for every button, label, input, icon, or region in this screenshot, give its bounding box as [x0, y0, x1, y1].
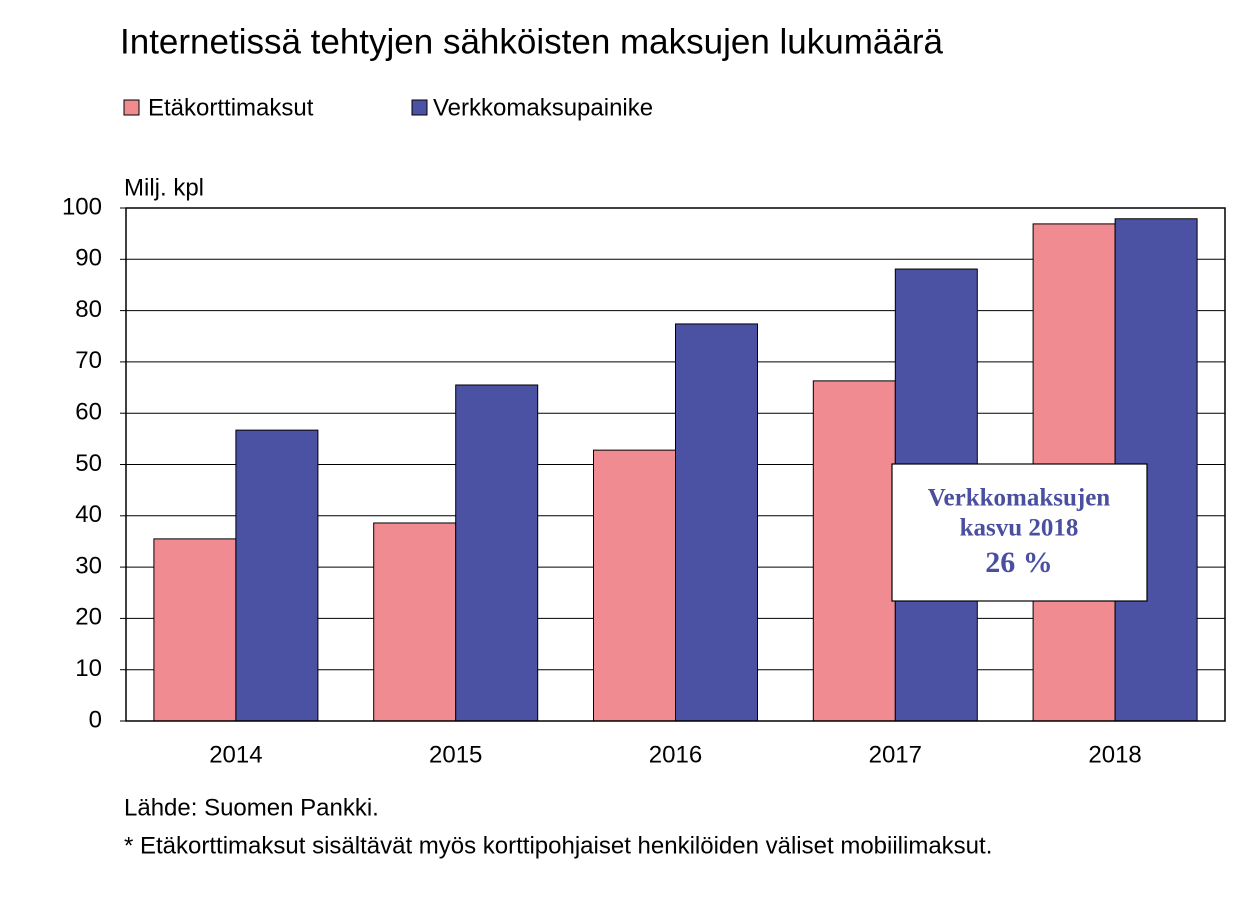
- x-tick-label: 2016: [649, 741, 702, 768]
- x-tick-label: 2014: [209, 741, 262, 768]
- bar: [373, 522, 457, 722]
- x-tick-label: 2018: [1088, 741, 1141, 768]
- annotation: 26 %: [985, 546, 1053, 579]
- y-tick-label: 30: [75, 552, 102, 579]
- footnote: * Etäkorttimaksut sisältävät myös kortti…: [124, 832, 992, 859]
- annotation: Verkkomaksujen: [928, 485, 1111, 512]
- legend-label: Etäkorttimaksut: [148, 94, 314, 121]
- y-tick-label: 90: [75, 245, 102, 272]
- y-tick-label: 10: [75, 655, 102, 682]
- annotation-box: [891, 463, 1148, 602]
- legend-label: Verkkomaksupainike: [433, 94, 653, 121]
- y-tick-label: 0: [89, 706, 102, 733]
- legend-swatch: [411, 99, 428, 116]
- y-tick-label: 100: [62, 193, 102, 220]
- bar: [593, 449, 676, 722]
- x-tick-label: 2015: [429, 741, 482, 768]
- legend-swatch: [123, 99, 140, 116]
- bar: [235, 429, 319, 722]
- x-tick-label: 2017: [869, 741, 922, 768]
- y-tick-label: 80: [75, 296, 102, 323]
- y-tick-label: 70: [75, 347, 102, 374]
- bar: [675, 323, 758, 722]
- y-tick-label: 50: [75, 450, 102, 477]
- y-axis-label: Milj. kpl: [124, 174, 204, 201]
- annotation: kasvu 2018: [960, 515, 1079, 542]
- y-tick-label: 60: [75, 399, 102, 426]
- bar: [812, 380, 896, 722]
- chart-title: Internetissä tehtyjen sähköisten maksuje…: [120, 22, 943, 61]
- bar: [153, 538, 237, 722]
- y-tick-label: 20: [75, 604, 102, 631]
- bar: [455, 384, 539, 722]
- footnote: Lähde: Suomen Pankki.: [124, 794, 379, 821]
- plot-border: [125, 207, 1226, 722]
- y-tick-label: 40: [75, 501, 102, 528]
